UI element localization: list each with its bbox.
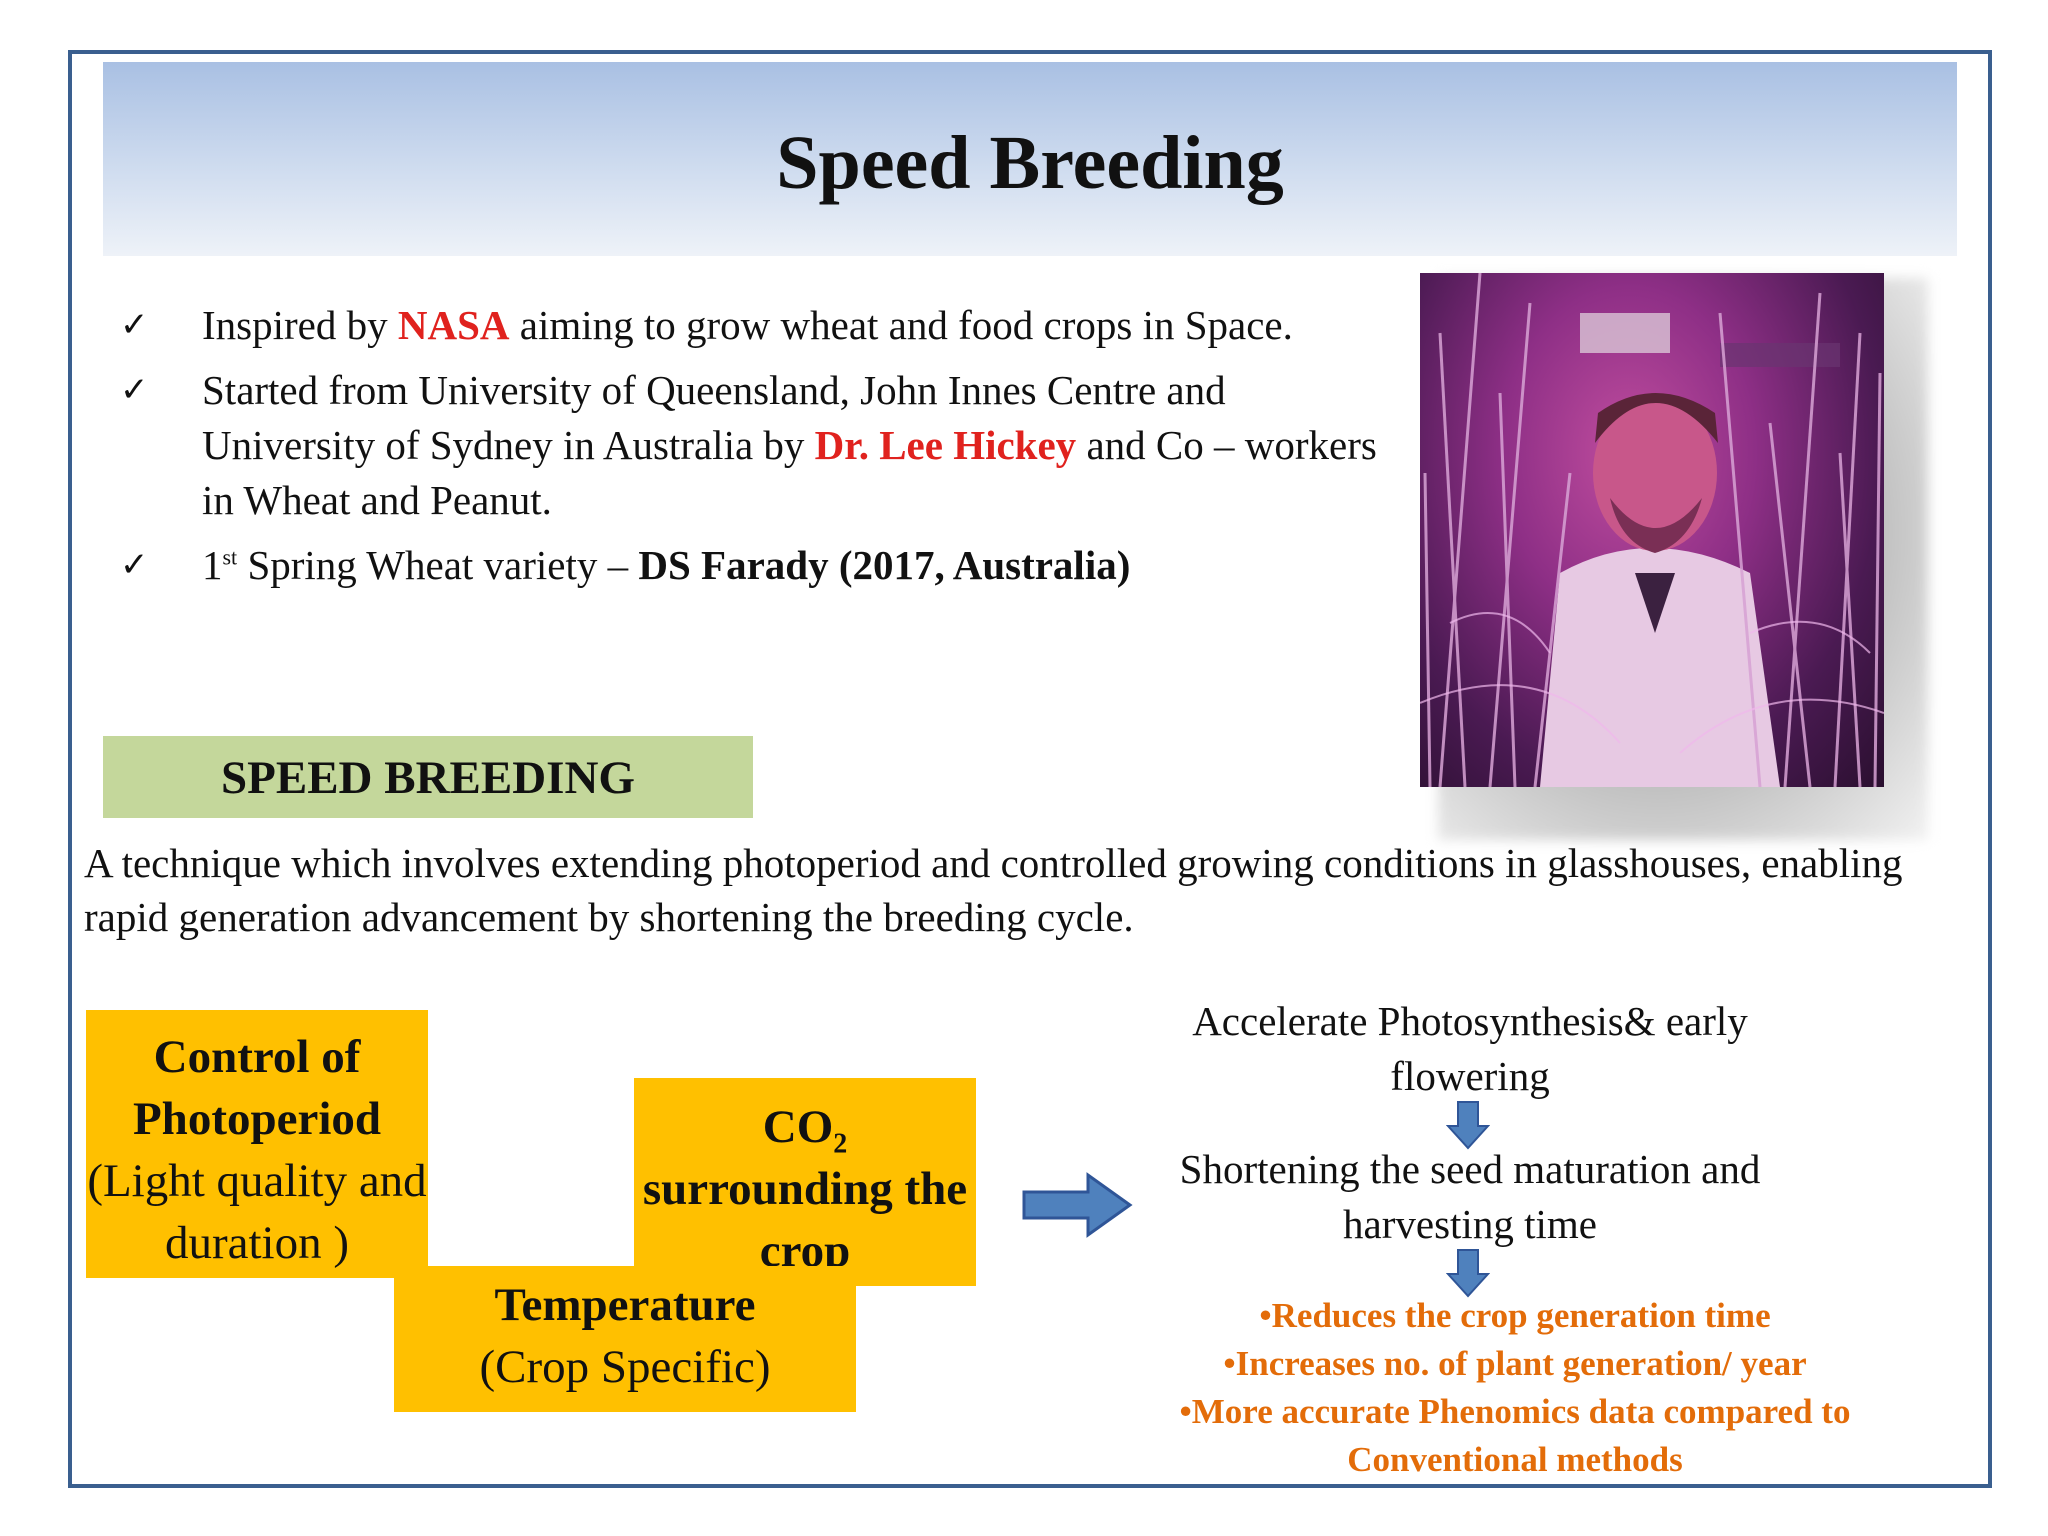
section-label: SPEED BREEDING <box>221 752 635 804</box>
highlight-person: Dr. Lee Hickey <box>814 422 1077 468</box>
outcome-item: •More accurate Phenomics data compared t… <box>1179 1392 1851 1479</box>
slide-title: Speed Breeding <box>776 121 1284 205</box>
bullet-list: ✓ Inspired by NASA aiming to grow wheat … <box>120 298 1380 603</box>
down-arrow-icon <box>1446 1101 1490 1150</box>
photoperiod-title: Control of Photoperiod <box>132 1031 382 1145</box>
effect-photosynthesis: Accelerate Photosynthesis& early floweri… <box>1192 998 1748 1099</box>
bullet-item: ✓ Started from University of Queensland,… <box>120 363 1380 528</box>
checkmark-icon: ✓ <box>120 305 149 345</box>
photoperiod-box: Control of Photoperiod (Light quality an… <box>86 1010 428 1278</box>
slide-frame <box>68 50 1992 1488</box>
photoperiod-detail: (Light quality and duration ) <box>87 1155 427 1269</box>
highlight-nasa: NASA <box>397 302 510 348</box>
variety-name: DS Farady (2017, Australia) <box>638 542 1131 588</box>
co2-detail: surrounding the crop <box>642 1163 968 1277</box>
outcome-item: •Increases no. of plant generation/ year <box>1223 1344 1807 1383</box>
checkmark-icon: ✓ <box>120 545 149 585</box>
section-label-background <box>103 736 753 818</box>
co2-title: CO2 <box>762 1101 848 1160</box>
temperature-title: Temperature <box>494 1279 756 1331</box>
down-arrow-icon <box>1446 1249 1490 1298</box>
checkmark-icon: ✓ <box>120 370 149 410</box>
outcome-item: •Reduces the crop generation time <box>1259 1296 1771 1335</box>
temperature-detail: (Crop Specific) <box>479 1341 771 1393</box>
outcome-list: •Reduces the crop generation time •Incre… <box>1100 1292 1930 1484</box>
bullet-item: ✓ Inspired by NASA aiming to grow wheat … <box>120 298 1380 353</box>
temperature-box: Temperature (Crop Specific) <box>394 1266 856 1412</box>
co2-box: CO2 surrounding the crop <box>634 1078 976 1286</box>
bullet-item: ✓ 1st Spring Wheat variety – DS Farady (… <box>120 538 1380 593</box>
researcher-photo <box>1420 273 1884 787</box>
title-banner <box>103 62 1957 256</box>
effect-maturation: Shortening the seed maturation and harve… <box>1179 1146 1761 1247</box>
definition-text: A technique which involves extending pho… <box>84 840 1903 940</box>
right-arrow-icon <box>1022 1172 1133 1238</box>
